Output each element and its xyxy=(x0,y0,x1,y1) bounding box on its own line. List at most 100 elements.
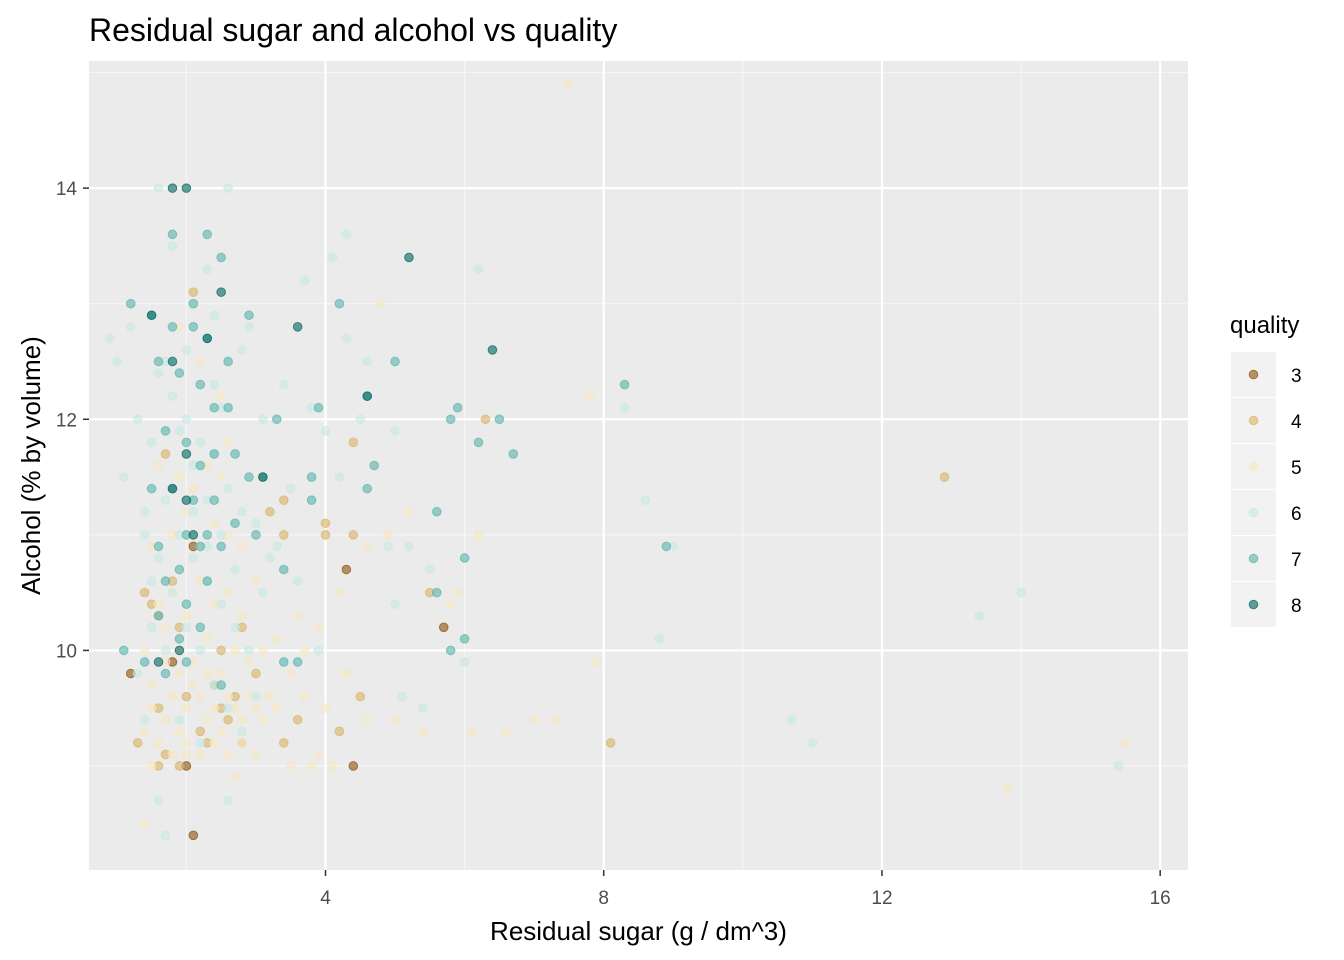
data-point xyxy=(272,541,282,552)
data-point xyxy=(251,530,261,540)
data-point xyxy=(153,460,164,471)
legend-item-6: 6 xyxy=(1231,490,1302,535)
data-point xyxy=(251,576,261,586)
data-point xyxy=(139,506,150,517)
data-point xyxy=(619,402,630,413)
data-point xyxy=(209,402,220,413)
data-point xyxy=(174,564,185,575)
data-point xyxy=(223,356,233,367)
data-point xyxy=(355,414,366,425)
data-point xyxy=(230,622,240,633)
data-point xyxy=(285,668,296,679)
data-point xyxy=(251,691,261,702)
data-point xyxy=(118,645,129,656)
data-point xyxy=(445,599,456,609)
data-point xyxy=(216,668,226,679)
data-point xyxy=(132,414,143,425)
data-point xyxy=(153,738,164,748)
legend-symbol xyxy=(1248,461,1259,472)
x-axis-title: Residual sugar (g / dm^3) xyxy=(490,916,787,946)
data-point xyxy=(369,460,379,471)
data-point xyxy=(459,634,470,644)
data-point xyxy=(292,714,303,725)
data-point xyxy=(202,264,213,274)
data-point xyxy=(550,714,560,725)
data-point xyxy=(209,310,220,321)
data-point xyxy=(237,506,247,517)
data-point xyxy=(167,749,178,760)
data-point xyxy=(139,726,150,737)
data-point xyxy=(174,761,185,771)
data-point xyxy=(452,587,463,598)
data-point xyxy=(306,472,317,482)
data-point xyxy=(362,356,373,367)
data-point xyxy=(188,830,199,841)
data-point xyxy=(292,610,303,621)
data-point xyxy=(334,726,345,737)
data-point xyxy=(278,738,289,748)
data-point xyxy=(153,541,164,552)
data-point xyxy=(619,379,630,390)
data-point xyxy=(278,495,289,505)
data-point xyxy=(181,183,192,193)
data-point xyxy=(202,634,213,644)
data-point xyxy=(320,703,331,714)
data-point xyxy=(661,541,672,552)
data-point xyxy=(376,298,386,309)
data-point xyxy=(265,691,275,702)
data-point xyxy=(195,749,206,760)
data-point xyxy=(341,668,352,679)
data-point xyxy=(320,518,331,529)
data-point xyxy=(251,518,261,529)
data-point xyxy=(105,333,115,344)
data-point xyxy=(167,356,178,367)
data-point xyxy=(786,714,797,725)
data-point xyxy=(202,333,213,344)
data-point xyxy=(508,449,519,459)
data-point xyxy=(216,726,226,737)
data-point xyxy=(1002,784,1012,794)
data-point xyxy=(244,310,254,321)
data-point xyxy=(146,483,157,494)
data-point xyxy=(362,541,373,552)
data-point xyxy=(223,795,233,806)
data-point xyxy=(244,472,254,482)
data-point xyxy=(223,183,233,193)
data-point xyxy=(167,241,178,251)
data-point xyxy=(181,622,192,633)
legend-label: 4 xyxy=(1291,412,1302,433)
data-point xyxy=(174,426,185,436)
data-point xyxy=(181,691,192,702)
data-point xyxy=(487,345,498,355)
data-point xyxy=(146,703,157,714)
data-point xyxy=(209,738,220,748)
data-point xyxy=(334,472,345,482)
data-point xyxy=(223,402,233,413)
data-point xyxy=(529,714,539,725)
data-point xyxy=(473,264,484,274)
data-point xyxy=(188,298,199,309)
data-point xyxy=(209,518,220,529)
data-point xyxy=(313,645,324,656)
data-point xyxy=(139,645,150,656)
data-point xyxy=(188,506,199,517)
legend-label: 3 xyxy=(1291,366,1302,387)
data-point xyxy=(278,530,289,540)
data-point xyxy=(209,495,220,505)
data-point xyxy=(404,506,414,517)
data-point xyxy=(299,691,310,702)
data-point xyxy=(167,322,178,332)
data-point xyxy=(939,472,950,482)
data-point xyxy=(181,749,192,760)
y-tick-label: 14 xyxy=(56,179,78,200)
data-point xyxy=(390,356,400,367)
data-point xyxy=(348,761,359,771)
data-point xyxy=(404,541,414,552)
data-point xyxy=(174,634,185,644)
data-point xyxy=(564,79,574,89)
data-point xyxy=(160,576,171,586)
data-point xyxy=(160,426,171,436)
data-point xyxy=(272,414,282,425)
data-point xyxy=(334,298,345,309)
data-point xyxy=(237,738,247,748)
